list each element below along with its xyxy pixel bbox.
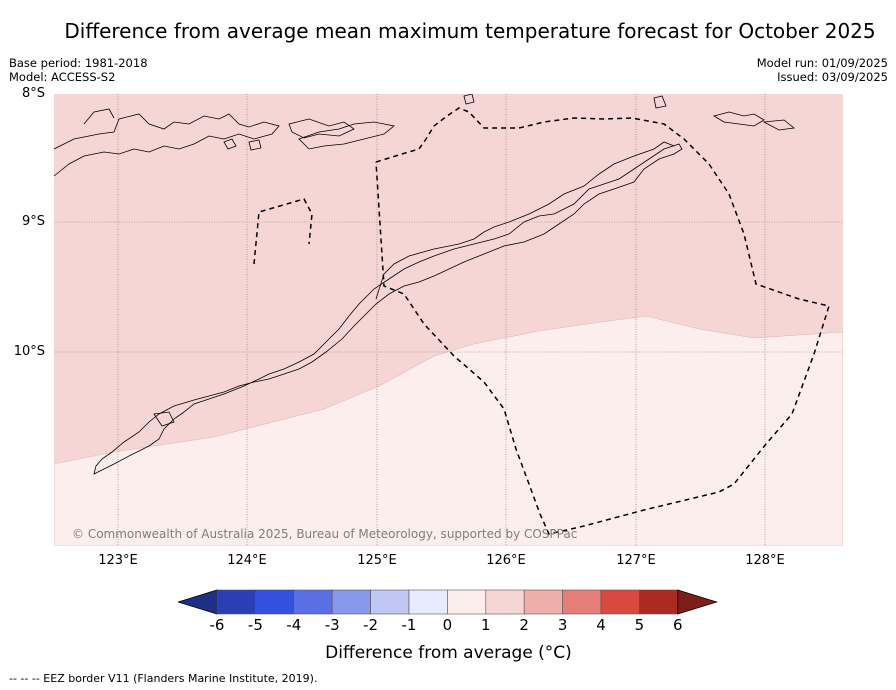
colorbar-segment	[216, 589, 256, 615]
colorbar-segment	[639, 589, 679, 615]
colorbar-tick-label: 4	[596, 616, 606, 634]
colorbar-extend-low	[178, 589, 218, 615]
meta-right: Model run: 01/09/2025 Issued: 03/09/2025	[757, 56, 888, 84]
map-area	[54, 94, 843, 546]
small-island-1	[223, 138, 237, 150]
alor-coast	[288, 118, 355, 139]
colorbar-tick-label: 5	[634, 616, 645, 634]
flores-coast	[54, 113, 280, 177]
meta-left: Base period: 1981-2018 Model: ACCESS-S2	[9, 56, 148, 84]
colorbar-tick-label: -2	[363, 616, 379, 634]
colorbar-tick-label: 6	[673, 616, 683, 634]
colorbar-tick-label: -3	[324, 616, 340, 634]
colorbar-segment	[370, 589, 410, 615]
eez-footnote: -- -- -- EEZ border V11 (Flanders Marine…	[9, 672, 318, 685]
colorbar-segment	[600, 589, 640, 615]
colorbar-segment	[485, 589, 525, 615]
base-period-text: Base period: 1981-2018	[9, 56, 148, 70]
small-island-4	[653, 95, 667, 109]
colorbar-tick-label: -4	[286, 616, 302, 634]
colorbar-tick-label: 1	[481, 616, 491, 634]
colorbar-segment	[293, 589, 333, 615]
flores-coast-2	[83, 108, 115, 125]
model-run-text: Model run: 01/09/2025	[756, 56, 888, 70]
shading-0-to-1	[54, 315, 843, 546]
colorbar-segment	[255, 589, 295, 615]
lon-label-124e: 124°E	[227, 553, 267, 568]
coastlines	[54, 94, 795, 475]
colorbar-title: Difference from average (°C)	[325, 643, 572, 663]
colorbar-tick-label: -1	[401, 616, 417, 634]
graticule	[54, 94, 843, 546]
lon-label-123e: 123°E	[98, 553, 138, 568]
tanimbar-coast	[712, 111, 765, 127]
lat-label-9s: 9°S	[21, 214, 45, 229]
north-timor-coast	[375, 141, 675, 300]
lon-label-125e: 125°E	[357, 553, 397, 568]
colorbar-tick-label: -5	[247, 616, 263, 634]
colorbar-tick-label: 3	[557, 616, 568, 634]
timor-coast	[93, 143, 683, 475]
model-text: Model: ACCESS-S2	[9, 70, 116, 84]
colorbar-tick-label: -6	[209, 616, 225, 634]
colorbar-tick-label: 2	[519, 616, 529, 634]
rote-coast	[153, 411, 175, 427]
colorbar-segment	[447, 589, 487, 615]
lat-label-10s: 10°S	[13, 344, 45, 359]
tanimbar-coast-2	[762, 119, 795, 131]
colorbar-segment	[331, 589, 371, 615]
lon-label-128e: 128°E	[745, 553, 785, 568]
lat-label-8s: 8°S	[21, 86, 45, 101]
small-island-2	[248, 139, 262, 151]
colorbar	[178, 589, 718, 615]
colorbar-segment	[523, 589, 563, 615]
colorbar-segment	[562, 589, 602, 615]
wetar-coast	[298, 121, 395, 150]
eez-border	[253, 107, 830, 535]
colorbar-segment	[408, 589, 448, 615]
lon-label-126e: 126°E	[486, 553, 526, 568]
map-title: Difference from average mean maximum tem…	[64, 19, 876, 43]
colorbar-tick-label: 0	[442, 616, 453, 634]
copyright-text: © Commonwealth of Australia 2025, Bureau…	[72, 527, 578, 541]
issued-text: Issued: 03/09/2025	[777, 70, 888, 84]
small-island-3	[463, 94, 475, 105]
colorbar-extend-high	[677, 589, 718, 615]
lon-label-127e: 127°E	[616, 553, 656, 568]
